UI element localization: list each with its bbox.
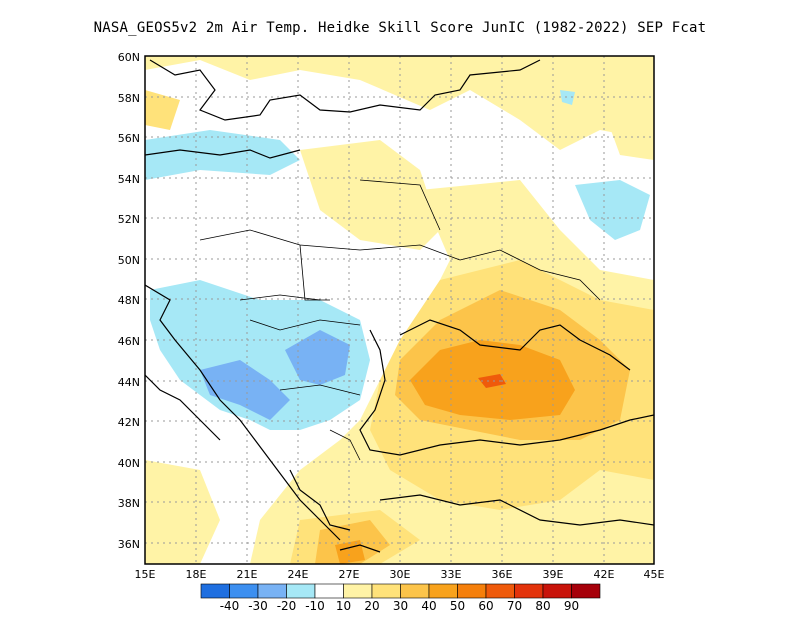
skill-score-field bbox=[145, 56, 654, 564]
lon-tick-label: 24E bbox=[288, 568, 309, 581]
colorbar: -40 -30 -20 -10 10 20 30 40 50 60 70 80 90 bbox=[200, 583, 601, 613]
colorbar-swatch bbox=[371, 583, 401, 599]
lon-tick-label: 18E bbox=[186, 568, 207, 581]
lat-tick-label: 44N bbox=[118, 376, 140, 389]
lat-tick-label: 60N bbox=[118, 51, 140, 64]
lat-tick-label: 38N bbox=[118, 497, 140, 510]
colorbar-swatch bbox=[343, 583, 373, 599]
lon-tick-label: 39E bbox=[543, 568, 564, 581]
lat-tick-label: 52N bbox=[118, 213, 140, 226]
colorbar-swatch bbox=[485, 583, 515, 599]
colorbar-swatch bbox=[400, 583, 430, 599]
colorbar-swatch bbox=[200, 583, 230, 599]
country-borders bbox=[199, 179, 601, 461]
lon-tick-label: 30E bbox=[390, 568, 411, 581]
colorbar-label: 40 bbox=[421, 599, 436, 613]
lon-tick-label: 21E bbox=[237, 568, 258, 581]
lon-tick-label: 36E bbox=[492, 568, 513, 581]
lon-tick-label: 27E bbox=[339, 568, 360, 581]
gridlines bbox=[145, 56, 654, 564]
colorbar-swatch bbox=[286, 583, 316, 599]
colorbar-label: 70 bbox=[507, 599, 522, 613]
lon-tick-label: 33E bbox=[441, 568, 462, 581]
colorbar-label: -30 bbox=[248, 599, 268, 613]
colorbar-label: 50 bbox=[450, 599, 465, 613]
colorbar-label: 90 bbox=[564, 599, 579, 613]
colorbar-swatch bbox=[542, 583, 572, 599]
lat-tick-label: 58N bbox=[118, 92, 140, 105]
lat-tick-label: 46N bbox=[118, 335, 140, 348]
colorbar-label: -20 bbox=[277, 599, 297, 613]
colorbar-swatch bbox=[571, 583, 601, 599]
colorbar-swatch bbox=[428, 583, 458, 599]
coastlines bbox=[145, 59, 654, 553]
colorbar-label: 20 bbox=[364, 599, 379, 613]
lon-tick-label: 42E bbox=[594, 568, 615, 581]
colorbar-label: 60 bbox=[478, 599, 493, 613]
colorbar-label: -10 bbox=[305, 599, 325, 613]
lat-tick-label: 42N bbox=[118, 416, 140, 429]
lon-tick-label: 45E bbox=[644, 568, 665, 581]
colorbar-label: 10 bbox=[336, 599, 351, 613]
lat-tick-label: 48N bbox=[118, 294, 140, 307]
lat-tick-label: 40N bbox=[118, 457, 140, 470]
lat-tick-label: 36N bbox=[118, 538, 140, 551]
colorbar-swatch bbox=[314, 583, 344, 599]
colorbar-label: 80 bbox=[535, 599, 550, 613]
colorbar-swatch bbox=[514, 583, 544, 599]
lat-tick-label: 56N bbox=[118, 132, 140, 145]
colorbar-label: -40 bbox=[220, 599, 240, 613]
chart-title: NASA_GEOS5v2 2m Air Temp. Heidke Skill S… bbox=[93, 20, 707, 36]
map-frame bbox=[144, 55, 655, 565]
colorbar-swatch bbox=[229, 583, 259, 599]
lon-tick-label: 15E bbox=[135, 568, 156, 581]
colorbar-label: 30 bbox=[393, 599, 408, 613]
colorbar-swatch bbox=[257, 583, 287, 599]
colorbar-swatch bbox=[457, 583, 487, 599]
latitude-axis: 36N 38N 40N 42N 44N 46N 48N 50N 52N 54N … bbox=[118, 51, 140, 551]
longitude-axis: 15E 18E 21E 24E 27E 30E 33E 36E 39E 42E … bbox=[135, 568, 665, 581]
lat-tick-label: 54N bbox=[118, 173, 140, 186]
lat-tick-label: 50N bbox=[118, 254, 140, 267]
